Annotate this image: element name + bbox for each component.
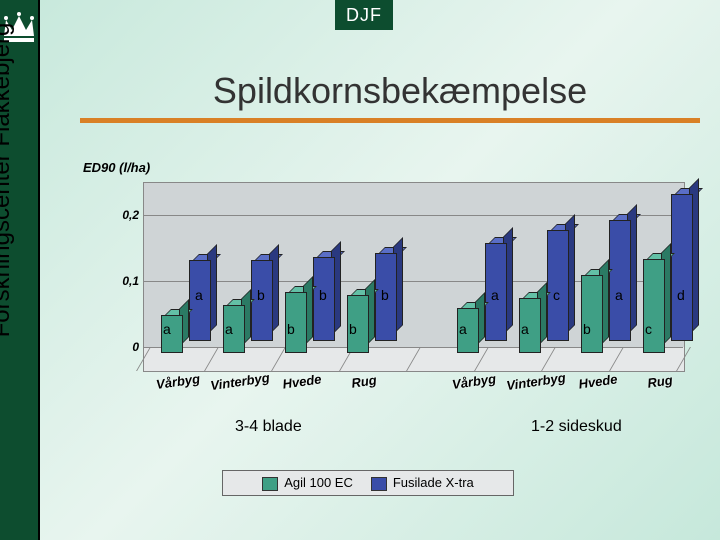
- bar: [609, 222, 629, 341]
- significance-label: b: [319, 287, 327, 303]
- x-tick-label: Rug: [328, 369, 399, 394]
- significance-label: c: [553, 287, 560, 303]
- bar: [671, 196, 691, 341]
- header-badge: DJF: [335, 0, 393, 30]
- group-label: 1-2 sideskud: [531, 418, 622, 436]
- significance-label: b: [583, 321, 591, 337]
- group-label: 3-4 blade: [235, 418, 302, 436]
- x-tick-label: Vårbyg: [142, 369, 213, 394]
- significance-label: b: [349, 321, 357, 337]
- page-title: Spildkornsbekæmpelse: [120, 70, 680, 112]
- x-tick-label: Vinterbyg: [204, 369, 275, 394]
- x-tick-label: Rug: [624, 369, 695, 394]
- significance-label: a: [195, 287, 203, 303]
- x-tick-label: Hvede: [562, 369, 633, 394]
- x-tick-label: Hvede: [266, 369, 337, 394]
- gridline: [143, 215, 683, 216]
- bar: [581, 277, 601, 353]
- significance-label: b: [287, 321, 295, 337]
- y-axis-label: ED90 (l/ha): [83, 160, 150, 176]
- x-tick-label: Vinterbyg: [500, 369, 571, 394]
- y-tick-label: 0,1: [117, 274, 139, 288]
- sidebar-text: Forskningscenter Flakkebjerg: [0, 10, 16, 350]
- legend-item-agil: Agil 100 EC: [262, 475, 353, 491]
- y-tick-label: 0,2: [117, 208, 139, 222]
- bar: [643, 261, 663, 353]
- significance-label: a: [225, 321, 233, 337]
- significance-label: a: [491, 287, 499, 303]
- x-tick-label: Vårbyg: [438, 369, 509, 394]
- significance-label: d: [677, 287, 685, 303]
- legend-item-fusilade: Fusilade X-tra: [371, 475, 474, 491]
- significance-label: c: [645, 321, 652, 337]
- significance-label: b: [257, 287, 265, 303]
- significance-label: a: [615, 287, 623, 303]
- significance-label: b: [381, 287, 389, 303]
- significance-label: a: [521, 321, 529, 337]
- significance-label: a: [459, 321, 467, 337]
- title-underline: [80, 118, 700, 123]
- chart-legend: Agil 100 EC Fusilade X-tra: [222, 470, 514, 496]
- ed90-chart: ED90 (l/ha) 0 0,1 0,2 Vårbyg a a Vinterbyg a b Hv…: [75, 160, 695, 440]
- y-tick-label: 0: [117, 340, 139, 354]
- significance-label: a: [163, 321, 171, 337]
